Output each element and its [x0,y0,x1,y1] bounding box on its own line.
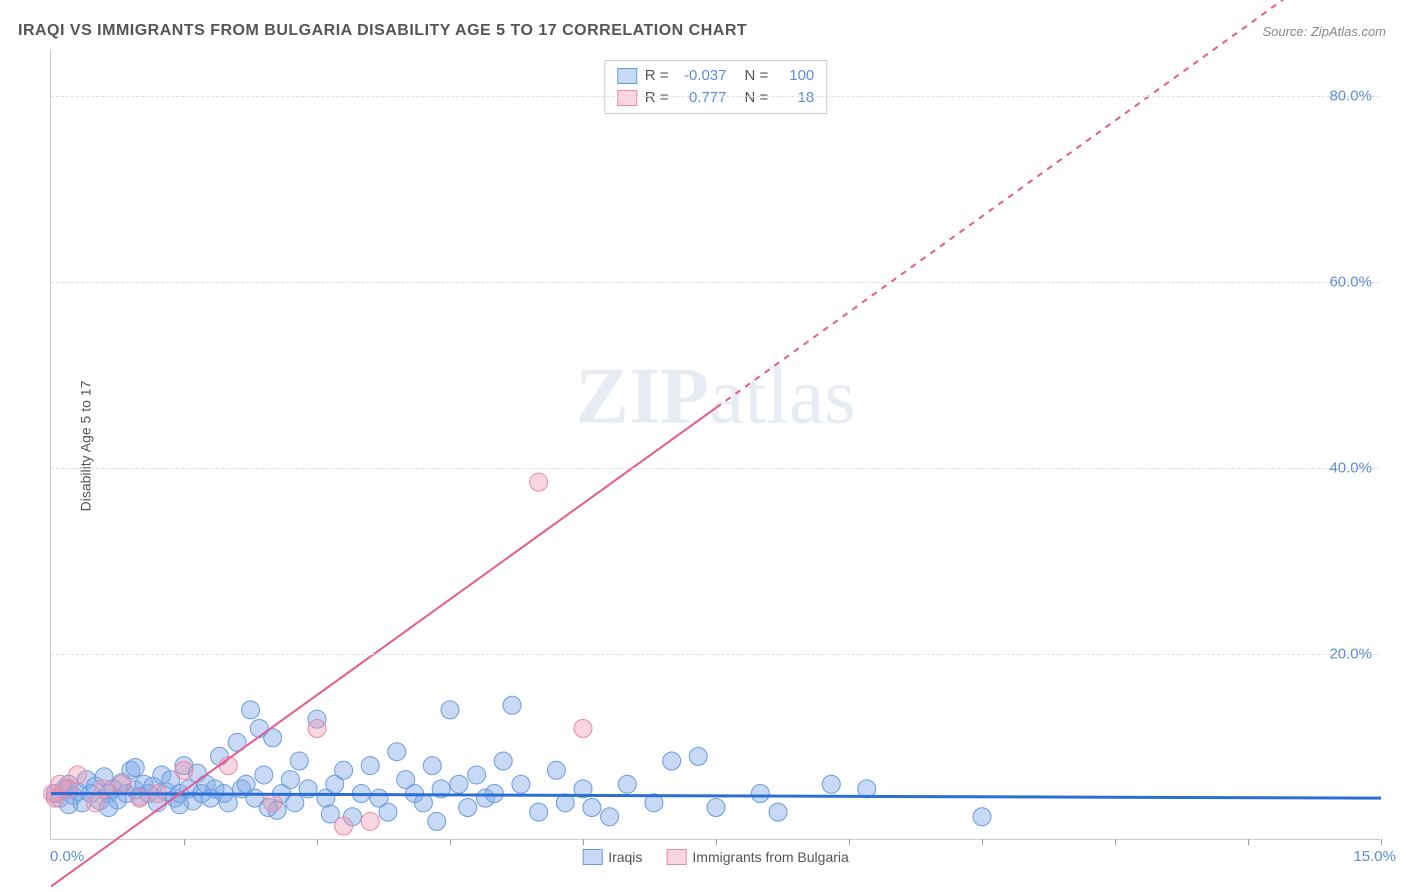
scatter-point [512,775,530,793]
legend-n-label: N = [745,65,769,87]
scatter-point [441,701,459,719]
scatter-point [69,766,87,784]
grid-line [51,654,1380,655]
scatter-point [335,761,353,779]
scatter-point [175,761,193,779]
x-tick [317,839,318,845]
x-tick [450,839,451,845]
scatter-point [379,803,397,821]
legend-swatch [666,849,686,865]
scatter-point [485,785,503,803]
legend-r-value: 0.777 [677,87,727,109]
scatter-point [530,473,548,491]
scatter-point [769,803,787,821]
series-legend-label: Iraqis [608,849,642,865]
scatter-point [450,775,468,793]
grid-line [51,96,1380,97]
scatter-point [388,743,406,761]
scatter-point [574,719,592,737]
series-legend-label: Immigrants from Bulgaria [692,849,848,865]
scatter-point [601,808,619,826]
scatter-point [264,794,282,812]
y-tick-label: 40.0% [1329,460,1372,477]
scatter-point [423,757,441,775]
scatter-point [126,759,144,777]
scatter-point [361,812,379,830]
x-tick [184,839,185,845]
scatter-point [618,775,636,793]
scatter-point [503,696,521,714]
x-axis-end-label: 15.0% [1353,848,1396,865]
legend-n-value: 100 [776,65,814,87]
x-tick [849,839,850,845]
series-legend-item: Immigrants from Bulgaria [666,849,848,865]
scatter-point [290,752,308,770]
y-tick-label: 20.0% [1329,646,1372,663]
x-tick [583,839,584,845]
legend-swatch [582,849,602,865]
scatter-point [822,775,840,793]
legend-r-label: R = [645,65,669,87]
scatter-point [219,794,237,812]
grid-line [51,468,1380,469]
scatter-point [428,812,446,830]
x-axis-start-label: 0.0% [50,848,84,865]
source-attribution: Source: ZipAtlas.com [1262,24,1386,39]
legend-swatch [617,90,637,106]
scatter-point [468,766,486,784]
legend-r-value: -0.037 [677,65,727,87]
legend-r-label: R = [645,87,669,109]
legend-row: R = 0.777 N = 18 [617,87,815,109]
legend-row: R = -0.037 N = 100 [617,65,815,87]
scatter-point [707,798,725,816]
grid-line [51,282,1380,283]
chart-title: IRAQI VS IMMIGRANTS FROM BULGARIA DISABI… [18,22,747,40]
scatter-point [494,752,512,770]
scatter-point [335,817,353,835]
y-tick-label: 60.0% [1329,274,1372,291]
chart-svg [51,50,1380,839]
scatter-point [530,803,548,821]
x-tick [1381,839,1382,845]
scatter-point [361,757,379,775]
scatter-point [281,771,299,789]
y-tick-label: 80.0% [1329,88,1372,105]
scatter-point [547,761,565,779]
scatter-point [286,794,304,812]
scatter-point [308,719,326,737]
series-legend-item: Iraqis [582,849,642,865]
scatter-point [663,752,681,770]
scatter-point [459,798,477,816]
scatter-point [131,789,149,807]
x-tick [716,839,717,845]
scatter-point [689,747,707,765]
scatter-point [113,775,131,793]
scatter-point [751,785,769,803]
scatter-point [973,808,991,826]
scatter-point [583,798,601,816]
x-tick [1248,839,1249,845]
scatter-point [242,701,260,719]
legend-swatch [617,68,637,84]
x-tick [982,839,983,845]
x-tick [1115,839,1116,845]
plot-area: ZIPatlas R = -0.037 N = 100 R = 0.777 N … [50,50,1380,840]
legend-n-label: N = [745,87,769,109]
correlation-legend: R = -0.037 N = 100 R = 0.777 N = 18 [604,60,828,114]
scatter-point [255,766,273,784]
legend-n-value: 18 [776,87,814,109]
scatter-point [414,794,432,812]
series-legend: Iraqis Immigrants from Bulgaria [582,849,849,865]
